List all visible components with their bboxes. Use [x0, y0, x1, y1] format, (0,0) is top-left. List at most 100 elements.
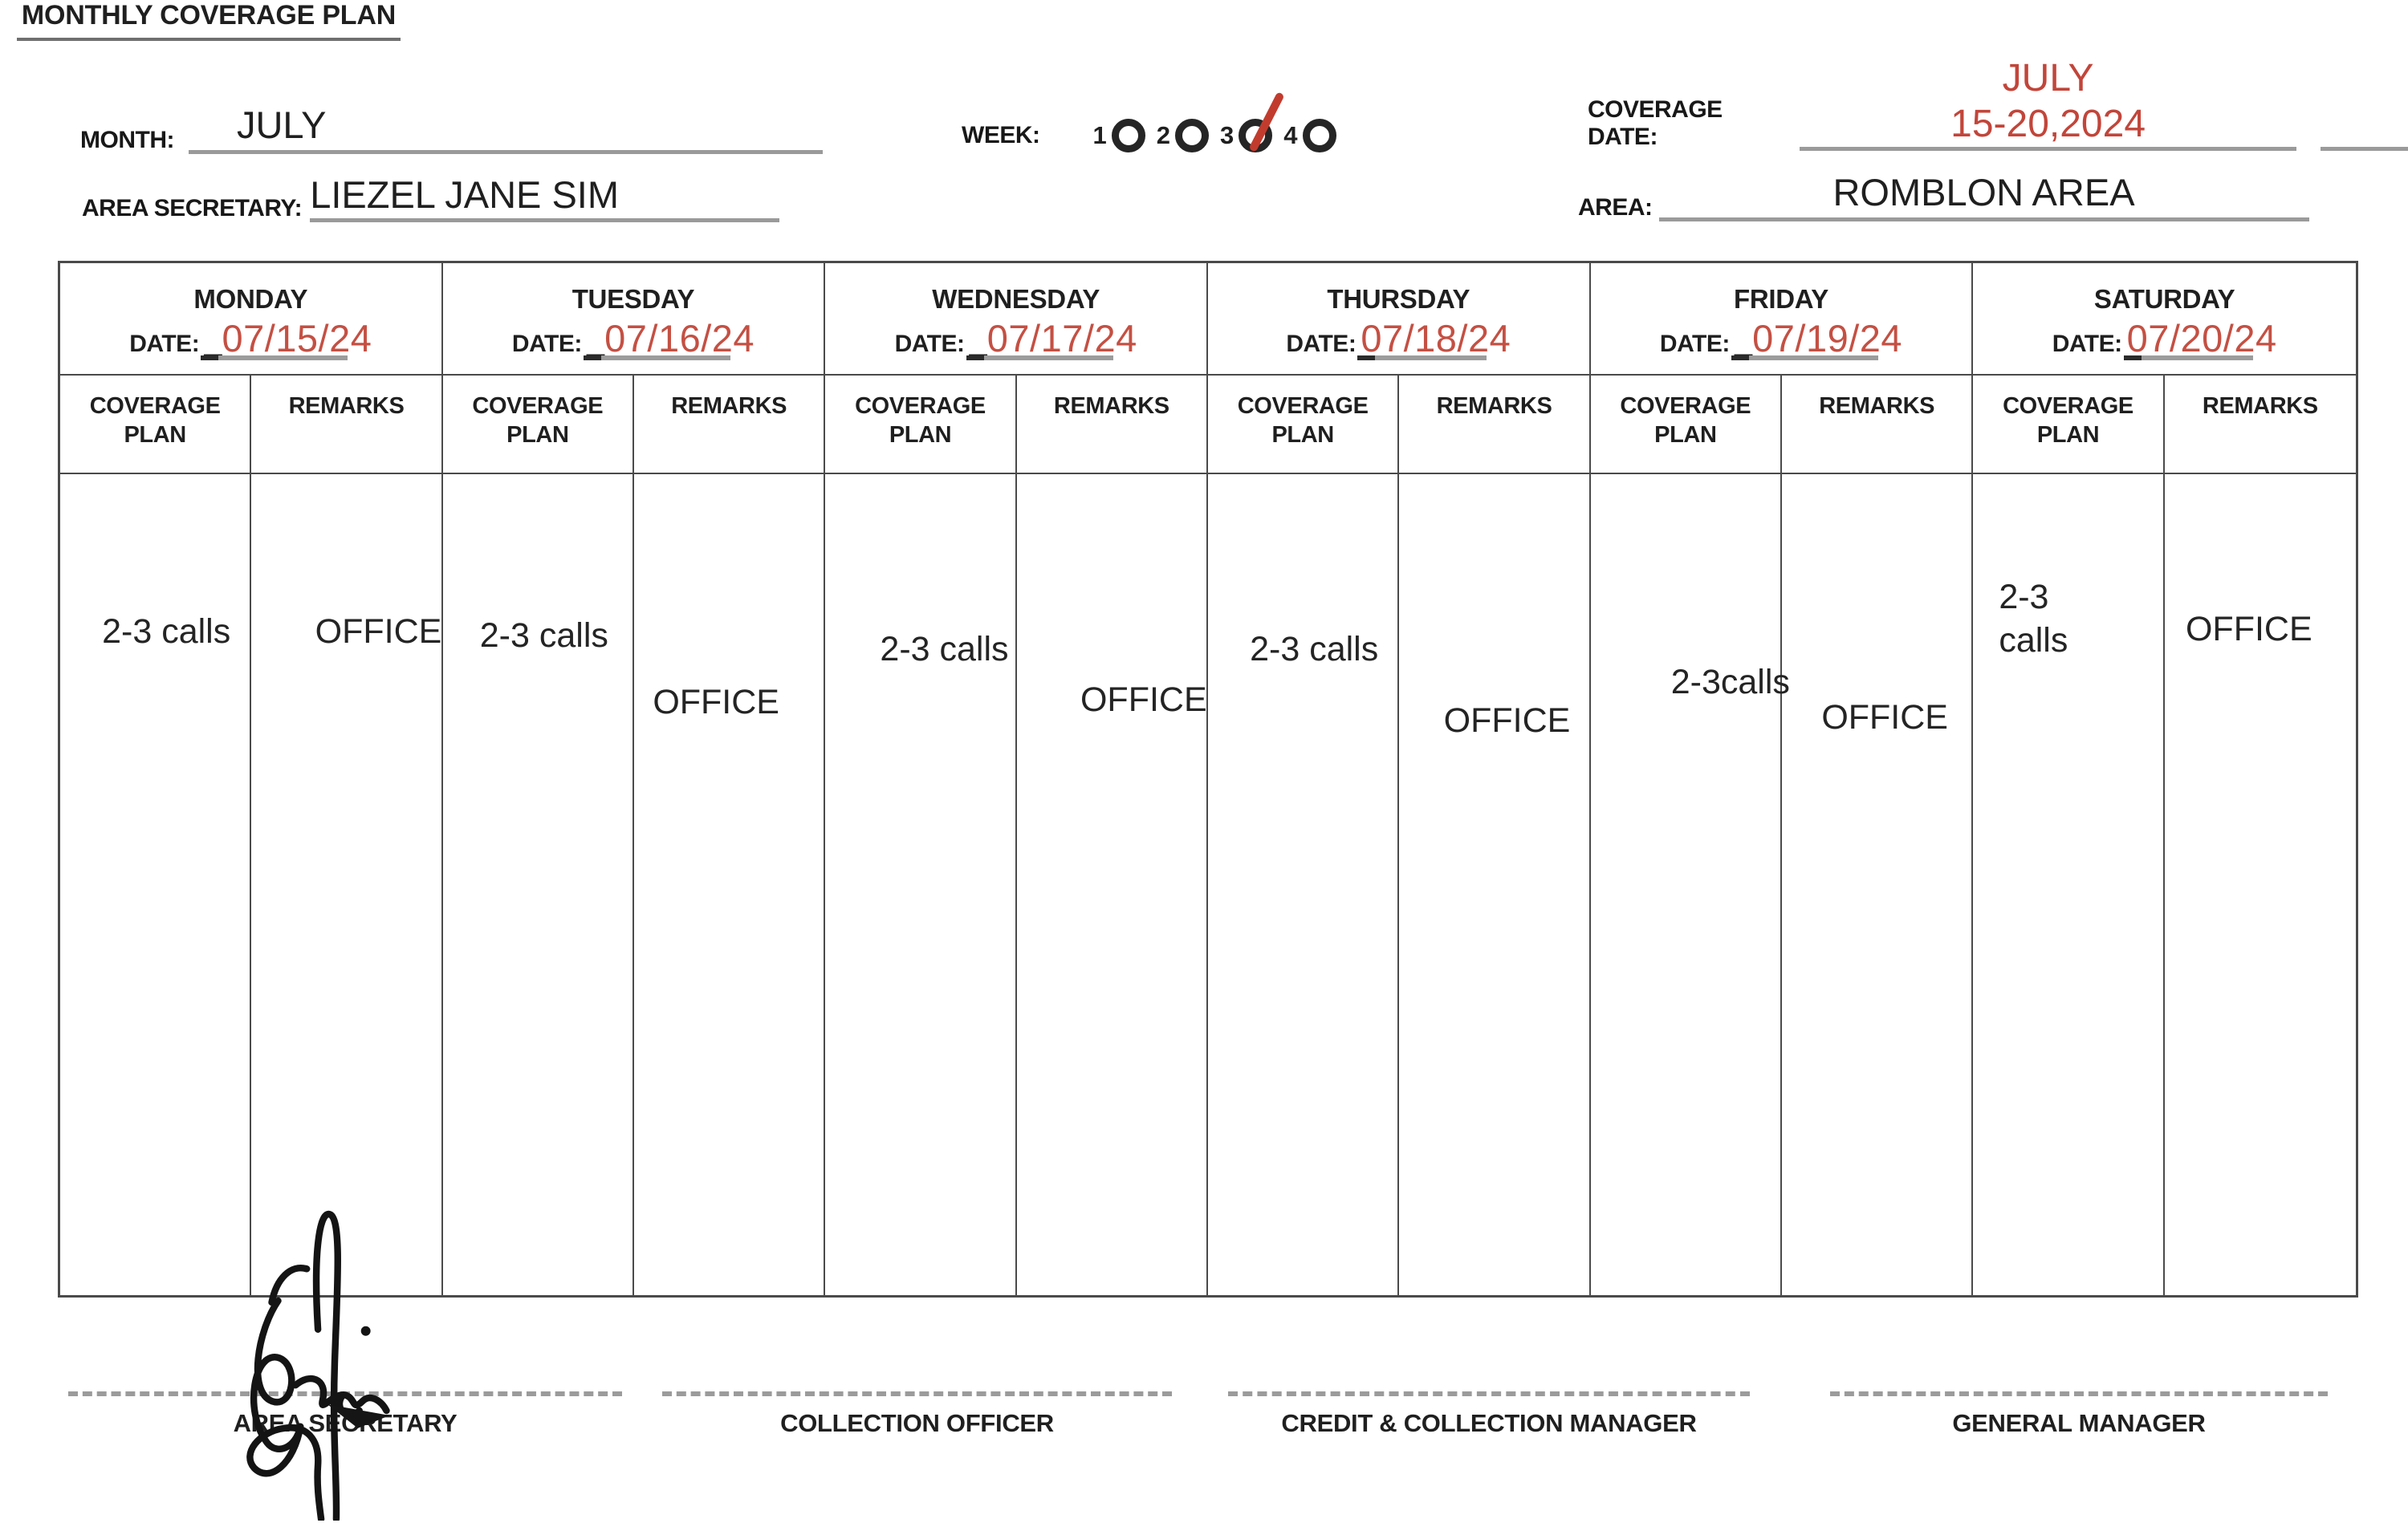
- area-secretary-label: AREA SECRETARY:: [82, 195, 303, 221]
- signatory-title: CREDIT & COLLECTION MANAGER: [1281, 1409, 1697, 1437]
- remarks-cell-monday: OFFICE: [251, 474, 443, 1295]
- day-header-wednesday: WEDNESDAY DATE: _07/17/24: [825, 263, 1208, 376]
- month-label: MONTH:: [80, 127, 174, 153]
- date-row: DATE: _07/17/24: [825, 316, 1206, 360]
- date-label: DATE:: [894, 331, 965, 357]
- week-option-4: 4: [1283, 119, 1336, 152]
- week-option-2: 2: [1157, 119, 1209, 152]
- day-name: THURSDAY: [1327, 284, 1470, 314]
- week-options: 1 2 3 4: [1092, 91, 1348, 152]
- col-header-coverage-plan-tue: COVERAGE PLAN: [442, 376, 634, 474]
- signature-block-credit-collection-manager: CREDIT & COLLECTION MANAGER: [1228, 1391, 1750, 1438]
- col-header-remarks-mon: REMARKS: [251, 376, 443, 474]
- month-value: JULY: [188, 103, 823, 154]
- form-title: MONTHLY COVERAGE PLAN: [16, 0, 401, 41]
- col-header-remarks-wed: REMARKS: [1016, 376, 1208, 474]
- date-row: DATE: 07/20/24: [1973, 316, 2356, 360]
- col-header-remarks-thu: REMARKS: [1399, 376, 1591, 474]
- date-label: DATE:: [2052, 331, 2122, 357]
- col-header-coverage-plan-sat: COVERAGE PLAN: [1973, 376, 2165, 474]
- signature-block-collection-officer: COLLECTION OFFICER: [662, 1391, 1172, 1438]
- form-title-wrap: MONTHLY COVERAGE PLAN: [0, 0, 417, 41]
- line-fragment: _: [969, 323, 987, 359]
- date-row: DATE: _07/16/24: [443, 316, 824, 360]
- signature-line: [1830, 1391, 2328, 1396]
- date-label: DATE:: [129, 331, 200, 357]
- signatory-title: COLLECTION OFFICER: [780, 1409, 1054, 1437]
- coverage-cell-saturday: 2-3 calls: [1973, 474, 2165, 1295]
- remarks-cell-friday: OFFICE: [1782, 474, 1974, 1295]
- date-row: DATE: _07/15/24: [60, 316, 441, 360]
- day-name: TUESDAY: [571, 284, 695, 314]
- coverage-date-month: JULY: [2002, 57, 2094, 100]
- date-value: 07/19/24: [1752, 317, 1903, 359]
- coverage-cell-thursday: 2-3 calls: [1208, 474, 1400, 1295]
- extra-blank-line: [2321, 123, 2408, 152]
- day-name: FRIDAY: [1733, 284, 1828, 314]
- month-field: MONTH: JULY: [80, 103, 823, 154]
- col-header-remarks-sat: REMARKS: [2164, 376, 2356, 474]
- week-number: 3: [1220, 121, 1235, 149]
- col-header-coverage-plan-wed: COVERAGE PLAN: [825, 376, 1017, 474]
- signatory-title: GENERAL MANAGER: [1952, 1409, 2206, 1437]
- signature-line: [1228, 1391, 1750, 1396]
- week-label: WEEK:: [962, 122, 1040, 148]
- week-number: 2: [1156, 121, 1170, 149]
- day-name: SATURDAY: [2093, 284, 2235, 314]
- remarks-cell-tuesday: OFFICE: [634, 474, 826, 1295]
- week-circle-icon: [1302, 119, 1336, 152]
- area-value: ROMBLON AREA: [1658, 170, 2309, 221]
- line-fragment: _: [586, 323, 605, 359]
- date-value: 07/16/24: [604, 317, 755, 359]
- coverage-cell-tuesday: 2-3 calls: [443, 474, 634, 1295]
- week-circle-icon: [1111, 119, 1145, 152]
- date-value: 07/17/24: [986, 317, 1137, 359]
- day-name: MONDAY: [193, 284, 308, 314]
- coverage-date-label: COVERAGE DATE:: [1588, 96, 1723, 151]
- handwritten-signature: [246, 1210, 390, 1521]
- week-number: 4: [1283, 121, 1298, 149]
- signature-block-general-manager: GENERAL MANAGER: [1830, 1391, 2328, 1438]
- remarks-cell-thursday: OFFICE: [1399, 474, 1591, 1295]
- line-fragment: _: [1734, 323, 1753, 359]
- area-secretary-field: AREA SECRETARY: LIEZEL JANE SIM: [82, 173, 780, 222]
- week-option-3-checked: 3: [1220, 91, 1285, 152]
- col-header-coverage-plan-thu: COVERAGE PLAN: [1207, 376, 1400, 474]
- date-value: 07/18/24: [1361, 317, 1511, 359]
- coverage-date-field: COVERAGE DATE: JULY 15-20,2024: [1588, 56, 2408, 152]
- col-header-remarks-fri: REMARKS: [1781, 376, 1974, 474]
- day-name: WEDNESDAY: [932, 284, 1100, 314]
- week-row: WEEK: 1 2 3 4: [962, 91, 1348, 152]
- remarks-cell-saturday: OFFICE: [2185, 610, 2312, 648]
- remarks-cell-wednesday: OFFICE: [1017, 474, 1208, 1295]
- date-row: DATE: 07/18/24: [1208, 316, 1589, 360]
- coverage-date-value: JULY 15-20,2024: [1799, 56, 2297, 152]
- signature-line: [662, 1391, 1172, 1396]
- week-number: 1: [1092, 121, 1107, 149]
- date-value: 07/20/24: [2126, 317, 2277, 359]
- col-header-coverage-plan-fri: COVERAGE PLAN: [1590, 376, 1782, 474]
- coverage-cell-friday: 2-3calls: [1591, 474, 1790, 1295]
- day-header-thursday: THURSDAY DATE: 07/18/24: [1207, 263, 1591, 376]
- week-circle-icon: [1175, 119, 1209, 152]
- day-header-saturday: SATURDAY DATE: 07/20/24: [1973, 263, 2356, 376]
- col-header-coverage-plan-mon: COVERAGE PLAN: [60, 376, 252, 474]
- day-header-tuesday: TUESDAY DATE: _07/16/24: [442, 263, 826, 376]
- date-row: DATE: _07/19/24: [1591, 316, 1972, 360]
- line-fragment: _: [204, 323, 222, 359]
- date-label: DATE:: [1286, 331, 1357, 357]
- date-value: 07/15/24: [222, 317, 372, 359]
- coverage-date-range: 15-20,2024: [1950, 102, 2146, 145]
- area-label: AREA:: [1578, 194, 1653, 221]
- coverage-cell-monday: 2-3 calls: [60, 474, 252, 1295]
- area-field: AREA: ROMBLON AREA: [1578, 170, 2309, 221]
- date-label: DATE:: [1659, 331, 1730, 357]
- coverage-table: MONDAY DATE: _07/15/24 TUESDAY DATE: _07/1…: [58, 261, 2358, 1298]
- area-secretary-value: LIEZEL JANE SIM: [310, 173, 780, 222]
- day-header-monday: MONDAY DATE: _07/15/24: [60, 263, 443, 376]
- day-header-friday: FRIDAY DATE: _07/19/24: [1590, 263, 1974, 376]
- coverage-cell-wednesday: 2-3 calls: [825, 474, 1017, 1295]
- date-label: DATE:: [511, 331, 582, 357]
- col-header-remarks-tue: REMARKS: [633, 376, 826, 474]
